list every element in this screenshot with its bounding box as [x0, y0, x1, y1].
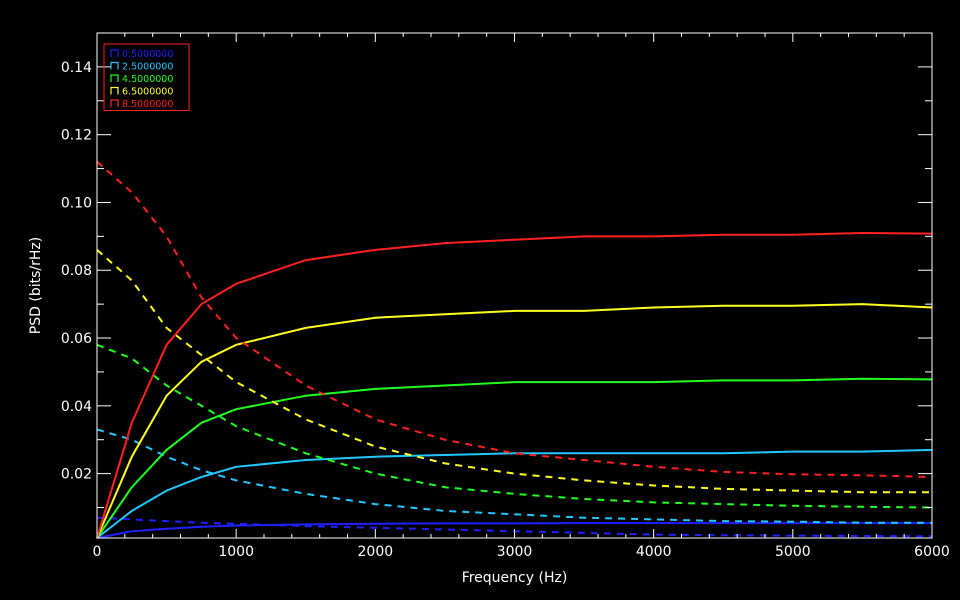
y-axis-title: PSD (bits/rHz) — [28, 237, 44, 334]
legend-marker — [110, 74, 119, 82]
legend-box — [103, 43, 190, 111]
y-tick-label: 0.04 — [61, 399, 92, 415]
legend-marker — [110, 49, 119, 57]
x-tick-label: 2000 — [358, 544, 394, 560]
y-tick-label: 0.10 — [61, 195, 92, 211]
x-axis-title: Frequency (Hz) — [462, 570, 568, 586]
y-tick-label: 0.02 — [61, 467, 92, 483]
y-tick-label: 0.14 — [61, 60, 92, 76]
y-tick-label: 0.06 — [61, 331, 92, 347]
x-tick-label: 5000 — [775, 544, 811, 560]
legend-label: 8.5000000 — [122, 99, 173, 110]
x-tick-label: 6000 — [914, 544, 950, 560]
ticks-layer: 0 1000 2000 3000 4000 5000 6000 0.02 0.04 0.06 0.0… — [61, 33, 950, 560]
legend-label: 2.5000000 — [122, 62, 173, 73]
legend-marker — [110, 86, 119, 95]
legend-label: 4.5000000 — [122, 74, 173, 85]
y-tick-label: 0.12 — [61, 128, 92, 144]
series-dashed-line — [96, 343, 933, 509]
x-tick-label: 3000 — [497, 544, 533, 560]
series-solid-line — [96, 231, 933, 539]
series-dashed-line — [96, 161, 933, 478]
series-layer — [96, 161, 933, 539]
series-dashed-line — [96, 249, 932, 494]
x-tick-label: 1000 — [218, 544, 254, 560]
legend-label: 6.5000000 — [122, 87, 173, 98]
y-tick-label: 0.08 — [61, 263, 92, 279]
series-solid-line — [96, 377, 933, 539]
x-tick-label: 0 — [93, 544, 102, 560]
legend-marker — [110, 61, 119, 70]
series-solid-line — [96, 303, 933, 539]
legend-label: 0.5000000 — [122, 49, 173, 60]
legend-marker — [110, 99, 119, 107]
series-dashed-line — [96, 516, 933, 538]
series-solid-line — [96, 522, 932, 539]
series-solid-line — [96, 448, 933, 539]
x-tick-label: 4000 — [636, 544, 672, 560]
